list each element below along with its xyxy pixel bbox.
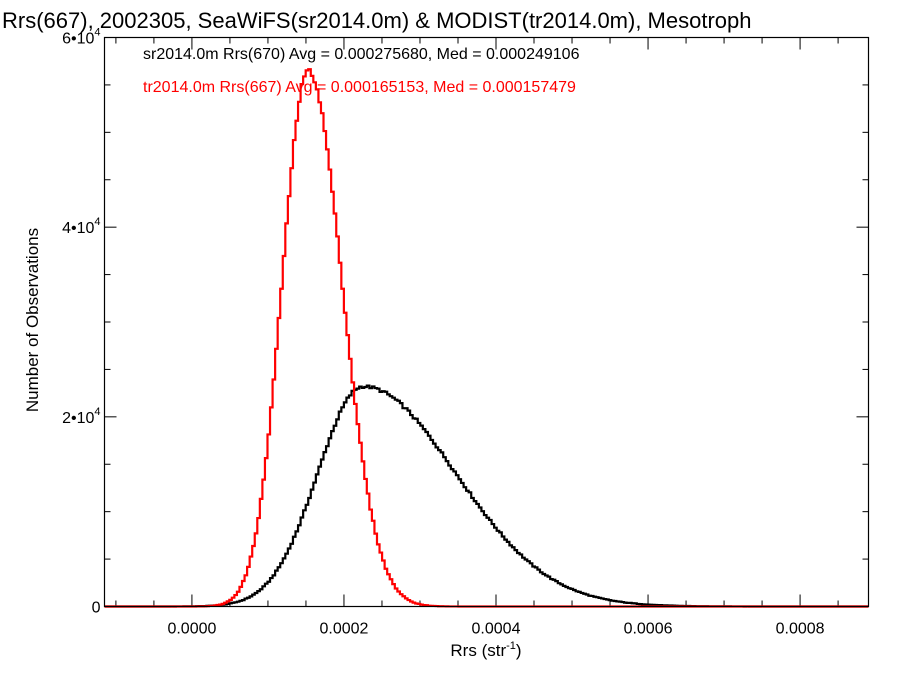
y-axis-label: Number of Observations [23, 228, 42, 412]
legend-entry-seawifs: sr2014.0m Rrs(670) Avg = 0.000275680, Me… [143, 46, 580, 63]
x-tick-label: 0.0008 [776, 621, 825, 638]
y-tick-label: 4•104 [62, 216, 100, 237]
x-axis-label-close: ) [516, 641, 522, 660]
y-tick-label: 2•104 [62, 406, 100, 427]
x-tick-label: 0.0000 [167, 621, 216, 638]
x-tick-label: 0.0004 [472, 621, 521, 638]
minor-ticks [104, 37, 869, 607]
y-tick-label: 0 [92, 600, 101, 617]
plot-frame [103, 36, 870, 608]
x-axis-label: Rrs (str-1) [450, 640, 521, 660]
x-axis-label-exponent: -1 [506, 640, 516, 652]
x-tick-label: 0.0006 [624, 621, 673, 638]
x-axis-label-main: Rrs (str [450, 641, 506, 660]
tick-labels: 0.0000 0.0002 0.0004 0.0006 0.0008 0 2•104 4•10… [62, 27, 825, 638]
chart-title: Rrs(667), 2002305, SeaWiFS(sr2014.0m) & … [2, 8, 752, 33]
legend-entry-modist: tr2014.0m Rrs(667) Avg = 0.000165153, Me… [143, 79, 576, 96]
x-tick-label: 0.0002 [319, 621, 368, 638]
y-tick-label: 6•104 [62, 27, 100, 48]
